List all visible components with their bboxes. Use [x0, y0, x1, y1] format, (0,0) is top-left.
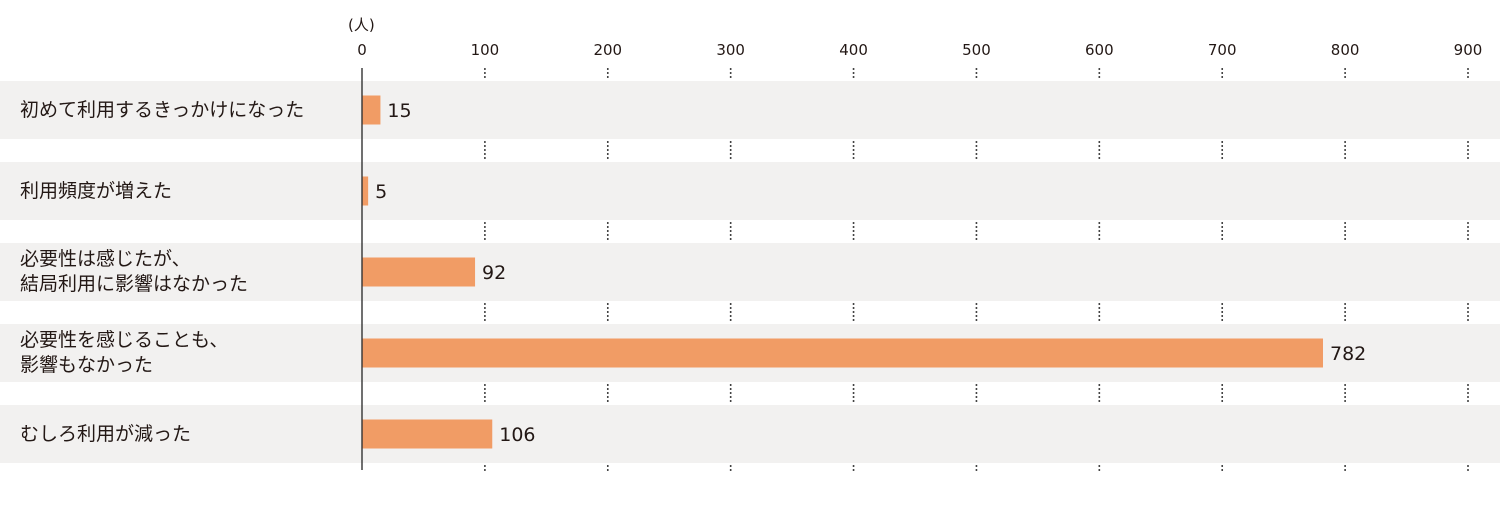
x-tick-label: 800 — [1331, 41, 1360, 59]
row-band — [0, 81, 1500, 139]
bar — [362, 176, 369, 206]
bar — [362, 338, 1323, 368]
category-label-line: 結局利用に影響はなかった — [20, 273, 249, 295]
category-label-line: むしろ利用が減った — [20, 422, 192, 445]
x-tick-label: 900 — [1454, 41, 1483, 59]
bar-value-label: 782 — [1330, 343, 1366, 365]
category-label: 必要性を感じることも、 影響もなかった — [20, 324, 350, 382]
category-label-line: 必要性は感じたが、 — [20, 248, 191, 270]
bar — [362, 419, 493, 449]
bar-value-label: 15 — [387, 100, 411, 122]
category-label: 必要性は感じたが、結局利用に影響はなかった — [20, 243, 350, 301]
x-tick-label: 600 — [1085, 41, 1114, 59]
category-label-line: 利用頻度が増えた — [20, 179, 173, 202]
unit-label: (人) — [348, 16, 375, 34]
x-tick-label: 200 — [593, 41, 622, 59]
bar — [362, 257, 476, 287]
x-tick-label: 0 — [357, 41, 367, 59]
bar-value-label: 5 — [375, 181, 387, 203]
category-label: むしろ利用が減った — [20, 405, 350, 463]
row-band — [0, 162, 1500, 220]
x-tick-label: 300 — [716, 41, 745, 59]
bar-value-label: 106 — [499, 424, 535, 446]
category-label-line: 必要性を感じることも、 — [20, 329, 229, 351]
category-label-line: 初めて利用するきっかけになった — [20, 98, 305, 121]
row-band — [0, 405, 1500, 463]
x-tick-label: 100 — [471, 41, 500, 59]
row-band — [0, 243, 1500, 301]
category-label-line: 影響もなかった — [20, 354, 154, 376]
category-label: 利用頻度が増えた — [20, 162, 350, 220]
bar — [362, 95, 381, 125]
x-tick-label: 400 — [839, 41, 868, 59]
x-tick-label: 700 — [1208, 41, 1237, 59]
x-tick-label: 500 — [962, 41, 991, 59]
bar-value-label: 92 — [482, 262, 506, 284]
category-label: 初めて利用するきっかけになった — [20, 81, 350, 139]
